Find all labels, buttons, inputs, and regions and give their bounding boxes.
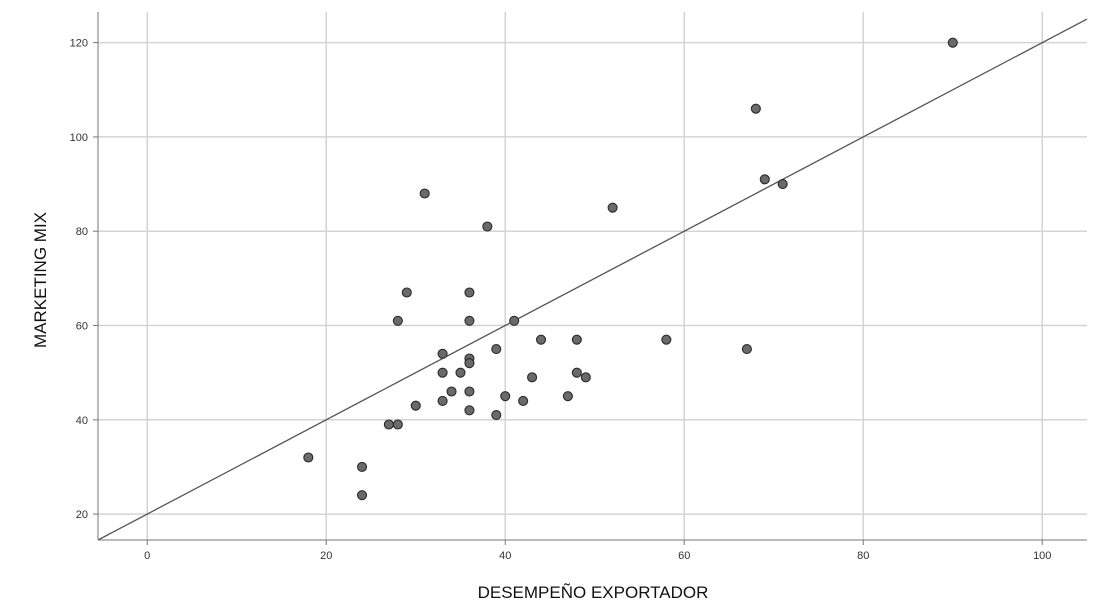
y-tick-label: 20 [76,509,88,521]
data-point [580,372,591,383]
data-point [464,405,475,416]
data-point [455,367,466,378]
data-point [661,334,672,345]
data-point [401,287,412,298]
data-point [947,37,958,48]
y-axis-title: MARKETING MIX [31,212,50,348]
data-point [437,348,448,359]
data-point [527,372,538,383]
data-point [741,344,752,355]
y-tick-label: 40 [76,415,88,427]
y-tick-label: 60 [76,321,88,333]
data-point [571,367,582,378]
x-axis-title: DESEMPEÑO EXPORTADOR [478,583,709,602]
data-point [383,419,394,430]
data-point [437,367,448,378]
data-point [464,358,475,369]
data-point [491,410,502,421]
reference-line-layer [97,18,1088,541]
data-point [303,452,314,463]
data-point [392,315,403,326]
data-point [419,188,430,199]
data-point [571,334,582,345]
y-tick-label: 80 [76,226,88,238]
grid-layer [98,12,1087,540]
plot-frame [97,12,1087,541]
data-point [562,391,573,402]
data-point [607,202,618,213]
data-point [410,400,421,411]
x-tick-label: 40 [499,550,511,562]
data-point [356,490,368,501]
reference-line [97,18,1088,541]
x-tick-label: 100 [1033,550,1051,562]
data-point [464,287,475,298]
data-point [356,461,368,472]
x-tick-label: 80 [857,550,869,562]
data-point [500,391,511,402]
data-point [750,103,761,114]
data-point [759,174,770,185]
x-tick-label: 20 [320,550,332,562]
x-tick-label: 60 [678,550,690,562]
data-point [446,386,457,397]
data-point [535,334,547,345]
data-point [509,315,520,326]
data-point [482,221,493,232]
data-point [464,315,475,326]
data-point [464,386,475,397]
data-point [777,179,788,190]
y-tick-label: 100 [70,132,88,144]
data-point [491,344,502,355]
data-point [437,395,448,406]
data-point [518,395,529,406]
x-tick-label: 0 [144,550,150,562]
y-tick-label: 120 [70,38,88,50]
data-point [392,419,403,430]
data-points [303,37,958,501]
tick-labels: 20 40 60 80 100 120 0 20 40 60 80 100 [70,38,1052,562]
